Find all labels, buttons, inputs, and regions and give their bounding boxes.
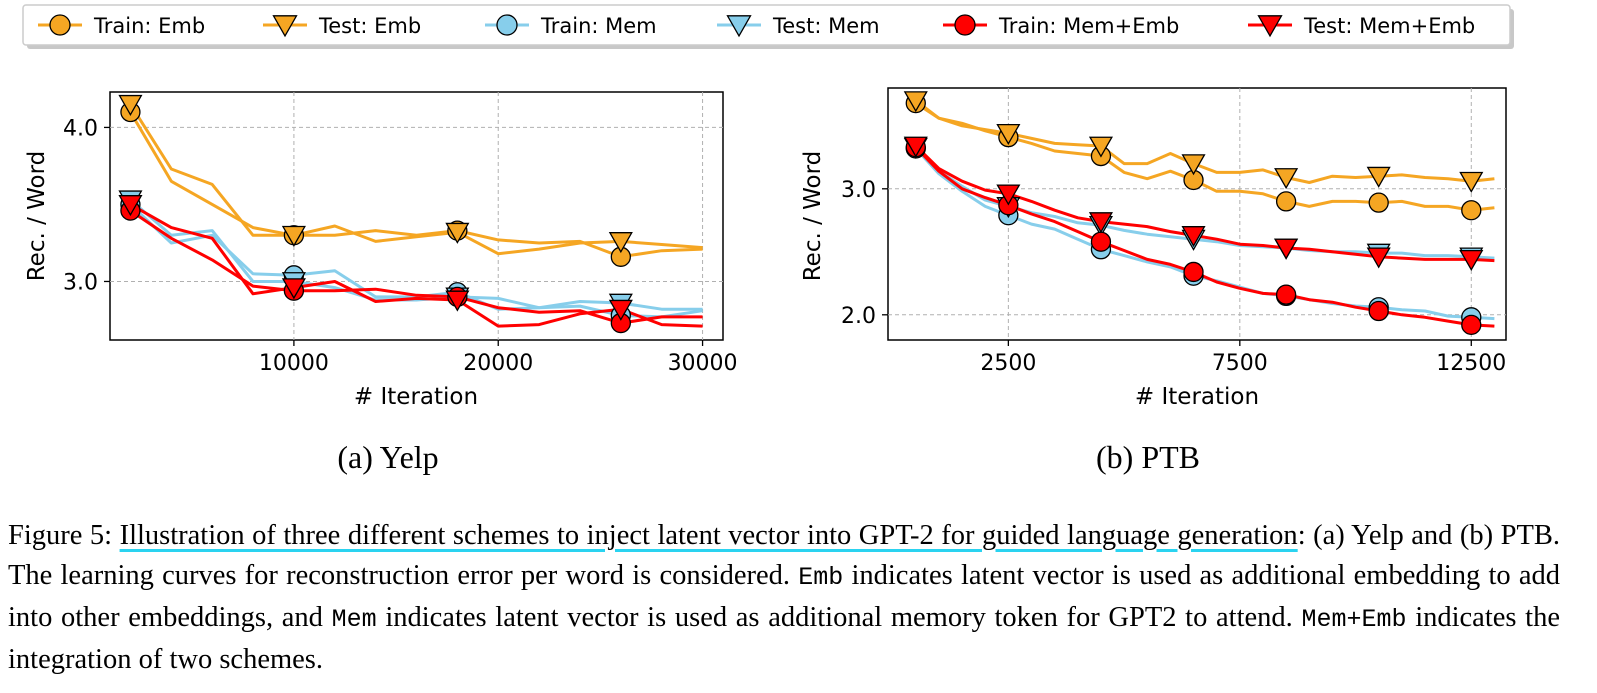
point-train-mem-emb (1183, 261, 1204, 283)
xlabel-ptb: # Iteration (1135, 384, 1259, 410)
xtick-label: 7500 (1212, 351, 1268, 376)
point-test-emb (996, 123, 1021, 146)
legend-label-test-mem-emb: Test: Mem+Emb (1303, 14, 1475, 38)
ylabel-ptb: Rec. / Word (800, 151, 826, 282)
point-test-emb (281, 225, 306, 247)
ytick-label: 3.0 (841, 178, 876, 203)
point-test-emb (1366, 166, 1391, 188)
legend-label-train-mem: Train: Mem (540, 14, 657, 38)
point-test-mem-emb (118, 195, 143, 217)
caption-text-3: indicates latent vector is used as addit… (376, 602, 1302, 633)
xtick-label: 12500 (1436, 351, 1506, 376)
point-train-mem-emb (1090, 231, 1112, 252)
point-test-mem-emb (996, 184, 1021, 206)
point-test-emb (1274, 168, 1299, 190)
caption-highlighted: Illustration of three different schemes … (119, 520, 1298, 551)
point-train-mem-emb (1368, 300, 1389, 322)
chart-ptb: 2500 7500 12500 2.0 3.0 # Iteration Rec. / W… (800, 87, 1507, 475)
legend-marker-test-emb (272, 15, 298, 38)
figure: Train: Emb Test: Emb Train: Mem Test: Mem Tr… (22, 4, 1514, 475)
xtick-label: 30000 (668, 351, 738, 376)
legend: Train: Emb Test: Emb Train: Mem Test: Mem Tr… (22, 4, 1514, 49)
figure-caption: Figure 5: Illustration of three differen… (8, 516, 1560, 680)
series-line-train-mem-emb (129, 209, 703, 325)
series-line-test-emb (129, 103, 703, 256)
legend-marker-train-emb (49, 14, 71, 36)
caption-code-mem: Mem (331, 605, 377, 634)
ytick-label: 2.0 (841, 304, 876, 329)
point-test-emb (1459, 171, 1484, 193)
point-test-mem-emb (1088, 212, 1113, 234)
point-train-mem-emb (1275, 284, 1297, 305)
series-line-test-mem-emb (129, 203, 703, 328)
point-test-mem-emb (1181, 226, 1206, 248)
point-test-mem-emb (281, 278, 306, 300)
legend-marker-train-mem-emb (954, 14, 976, 36)
point-test-mem-emb (903, 136, 928, 158)
series-line-test-mem (129, 198, 703, 311)
caption-code-emb: Emb (798, 563, 844, 592)
point-test-mem-emb (1274, 238, 1299, 260)
xtick-label: 10000 (259, 351, 329, 376)
xtick-label: 2500 (980, 351, 1036, 376)
point-test-mem-emb (1366, 247, 1391, 269)
point-test-emb (903, 91, 928, 113)
legend-marker-train-mem (496, 14, 518, 36)
legend-marker-test-mem (726, 15, 752, 38)
caption-text-1: : (a) Yelp and (b) PTB. The learning cur… (8, 520, 1560, 591)
point-test-mem-emb (445, 290, 470, 312)
xlabel-yelp: # Iteration (354, 384, 478, 410)
point-train-emb (1275, 191, 1297, 212)
point-test-emb (608, 232, 633, 254)
point-train-emb (1368, 192, 1389, 213)
caption-text-4: indicates the integration of two schemes… (8, 602, 1560, 675)
point-test-emb (1088, 136, 1113, 158)
legend-label-test-mem: Test: Mem (772, 14, 880, 38)
xtick-label: 20000 (463, 351, 533, 376)
subcaption-ptb: (b) PTB (1096, 439, 1200, 475)
caption-text-2: indicates latent vector is used as addit… (8, 560, 1560, 633)
legend-label-train-emb: Train: Emb (93, 14, 205, 38)
legend-box (22, 4, 1511, 46)
legend-label-train-mem-emb: Train: Mem+Emb (998, 14, 1179, 38)
caption-label: Figure 5: (8, 520, 120, 551)
point-test-emb (118, 94, 143, 117)
point-test-emb (1181, 154, 1206, 176)
plot-area-ptb (887, 87, 1507, 341)
point-test-mem-emb (608, 299, 633, 321)
point-test-mem-emb (1459, 249, 1484, 272)
legend-marker-test-mem-emb (1257, 15, 1283, 38)
point-train-emb (1461, 200, 1482, 221)
point-train-mem-emb (1461, 314, 1482, 336)
ytick-label: 3.0 (63, 270, 98, 295)
caption-code-mem-emb: Mem+Emb (1301, 605, 1407, 634)
subcaption-yelp: (a) Yelp (337, 439, 438, 475)
ylabel-yelp: Rec. / Word (24, 151, 50, 282)
point-test-emb (445, 222, 470, 244)
ytick-label: 4.0 (63, 116, 98, 141)
chart-yelp: 10000 20000 30000 3.0 4.0 # Iteration Rec. /… (24, 91, 738, 475)
legend-label-test-emb: Test: Emb (318, 14, 421, 38)
